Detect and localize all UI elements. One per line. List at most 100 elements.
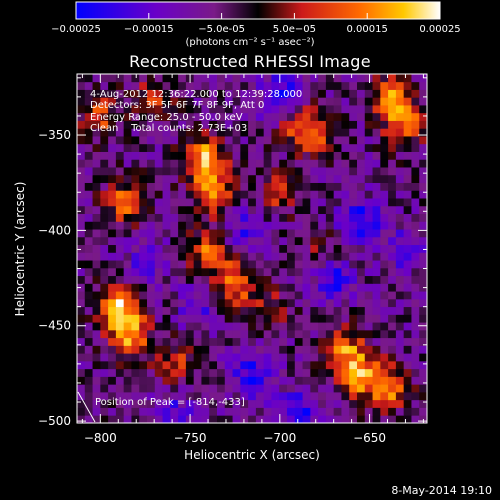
heatmap-cell — [349, 244, 358, 253]
plot-title: Reconstructed RHESSI Image — [129, 52, 371, 71]
heatmap-cell — [380, 74, 389, 83]
heatmap-cell — [193, 298, 202, 308]
heatmap-cell — [388, 236, 397, 246]
heatmap-cell — [162, 128, 171, 137]
heatmap-cell — [255, 252, 265, 261]
heatmap-cell — [131, 213, 140, 222]
heatmap-cell — [178, 182, 187, 191]
heatmap-cell — [100, 376, 109, 385]
heatmap-cell — [154, 306, 163, 315]
heatmap-cell — [294, 143, 303, 152]
heatmap-cell — [325, 182, 335, 191]
heatmap-cell — [419, 384, 428, 393]
heatmap-cell — [147, 345, 156, 354]
heatmap-cell — [380, 244, 389, 253]
colorbar-tick-label: 0.00015 — [346, 24, 388, 35]
heatmap-cell — [341, 314, 350, 323]
heatmap-cell — [279, 74, 288, 83]
heatmap-cell — [232, 244, 241, 253]
heatmap-cell — [84, 391, 93, 401]
heatmap-cell — [123, 368, 132, 377]
heatmap-cell — [325, 213, 335, 222]
heatmap-cell — [147, 182, 156, 191]
heatmap-cell — [294, 205, 303, 214]
heatmap-cell — [123, 205, 132, 214]
heatmap-cell — [131, 260, 140, 269]
heatmap-cell — [333, 159, 342, 168]
heatmap-cell — [294, 229, 303, 238]
heatmap-cell — [294, 151, 303, 160]
heatmap-cell — [403, 360, 412, 370]
heatmap-cell — [201, 267, 210, 277]
heatmap-cell — [84, 314, 93, 323]
heatmap-cell — [349, 97, 358, 106]
heatmap-cell — [294, 376, 303, 385]
heatmap-cell — [248, 267, 257, 277]
heatmap-cell — [411, 360, 420, 370]
heatmap-cell — [147, 368, 156, 377]
heatmap-cell — [333, 205, 342, 214]
heatmap-cell — [380, 267, 389, 277]
heatmap-cell — [201, 283, 210, 292]
heatmap-cell — [154, 337, 163, 346]
heatmap-cell — [162, 89, 171, 98]
heatmap-cell — [77, 267, 86, 277]
heatmap-cell — [232, 167, 241, 176]
heatmap-cell — [372, 306, 381, 315]
heatmap-cell — [115, 415, 125, 424]
heatmap-cell — [178, 407, 187, 416]
heatmap-cell — [325, 283, 335, 292]
heatmap-cell — [224, 97, 233, 106]
heatmap-cell — [341, 97, 350, 106]
heatmap-cell — [333, 384, 342, 393]
heatmap-cell — [263, 182, 272, 191]
heatmap-cell — [333, 97, 342, 106]
heatmap-cell — [255, 190, 265, 199]
heatmap-cell — [395, 128, 405, 137]
heatmap-cell — [232, 74, 241, 83]
heatmap-cell — [341, 337, 350, 346]
heatmap-cell — [193, 407, 202, 416]
heatmap-cell — [123, 136, 132, 145]
heatmap-cell — [255, 74, 265, 83]
heatmap-cell — [302, 368, 311, 377]
heatmap-cell — [287, 368, 296, 377]
heatmap-cell — [154, 275, 163, 284]
heatmap-cell — [115, 205, 125, 214]
heatmap-cell — [123, 143, 132, 152]
heatmap-cell — [178, 353, 187, 362]
heatmap-cell — [248, 283, 257, 292]
heatmap-cell — [279, 205, 288, 214]
heatmap-cell — [372, 229, 381, 238]
heatmap-cell — [240, 167, 249, 176]
heatmap-cell — [123, 213, 132, 222]
heatmap-cell — [154, 182, 163, 191]
heatmap-cell — [302, 97, 311, 106]
heatmap-cell — [325, 291, 335, 300]
heatmap-cell — [419, 143, 428, 152]
heatmap-cell — [224, 267, 233, 277]
heatmap-cell — [255, 205, 265, 214]
heatmap-cell — [294, 399, 303, 408]
heatmap-cell — [255, 221, 265, 230]
heatmap-cell — [170, 112, 179, 121]
heatmap-cell — [170, 407, 179, 416]
heatmap-cell — [255, 136, 265, 145]
heatmap-cell — [395, 236, 405, 246]
heatmap-cell — [193, 182, 202, 191]
heatmap-cell — [232, 275, 241, 284]
heatmap-cell — [108, 376, 117, 385]
heatmap-cell — [279, 143, 288, 152]
heatmap-cell — [131, 376, 140, 385]
heatmap-cell — [100, 368, 109, 377]
heatmap-cell — [224, 298, 233, 308]
heatmap-cell — [271, 136, 280, 145]
heatmap-cell — [403, 128, 412, 137]
heatmap-cell — [372, 213, 381, 222]
heatmap-cell — [248, 198, 257, 207]
heatmap-cell — [217, 415, 226, 424]
heatmap-cell — [357, 89, 366, 98]
heatmap-cell — [185, 151, 195, 160]
heatmap-cell — [325, 105, 335, 114]
heatmap-cell — [84, 198, 93, 207]
